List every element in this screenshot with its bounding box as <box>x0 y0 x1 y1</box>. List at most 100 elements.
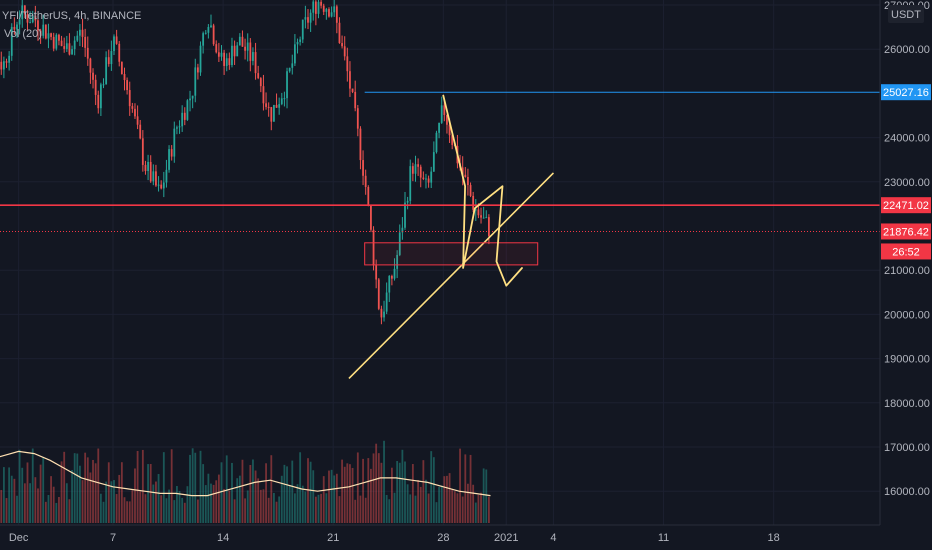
volume-bar <box>149 464 152 523</box>
candle-body <box>422 177 425 179</box>
volume-bar <box>398 462 401 523</box>
candle-body <box>68 43 71 55</box>
price-level-lines <box>0 91 880 232</box>
volume-bar <box>42 457 45 523</box>
volume-bar <box>228 490 231 523</box>
candle-body <box>107 57 110 65</box>
candle-body <box>115 36 118 44</box>
volume-bar <box>223 488 226 523</box>
volume-bar <box>286 466 288 523</box>
volume-bar <box>440 485 443 523</box>
candle-body <box>432 152 435 172</box>
price-tags: 25027.16 22471.02 21876.42 26:52 <box>881 84 931 260</box>
volume-bar <box>194 452 197 523</box>
volume-bar <box>241 459 244 523</box>
candle-body <box>343 46 346 57</box>
volume-bar <box>84 452 87 523</box>
candle-body <box>144 164 147 172</box>
y-tick-label: 16000.00 <box>884 486 930 498</box>
volume-bar <box>362 458 364 523</box>
candle-body <box>113 36 115 52</box>
volume-bar <box>0 490 3 523</box>
volume-bar <box>99 493 102 523</box>
x-axis-ticks: Dec 7 14 21 28 2021 4 11 18 <box>9 532 780 544</box>
candle-body <box>312 1 315 13</box>
candle-body <box>207 27 210 33</box>
time-scale[interactable] <box>0 525 932 550</box>
volume-bar <box>325 493 328 523</box>
volume-bar <box>13 478 16 523</box>
volume-bar <box>196 499 199 523</box>
volume-bar <box>472 484 475 523</box>
candle-body <box>173 128 176 157</box>
candle-body <box>13 26 16 30</box>
volume-bar <box>39 464 42 523</box>
volume-bar <box>390 467 393 523</box>
candle-body <box>252 52 254 61</box>
volume-bar <box>207 473 210 523</box>
candle-body <box>191 95 194 99</box>
volume-bar <box>422 460 425 523</box>
candle-body <box>485 217 488 219</box>
candle-body <box>16 24 18 30</box>
candle-body <box>317 1 320 14</box>
volume-bar <box>181 497 184 523</box>
volume-bar <box>309 461 312 523</box>
x-tick-label: 21 <box>327 532 339 544</box>
volume-bar <box>29 483 32 523</box>
candle-body <box>241 36 244 47</box>
candle-body <box>31 15 34 23</box>
candle-body <box>328 9 330 17</box>
candle-body <box>236 45 239 57</box>
volume-bar <box>280 475 283 523</box>
candle-body <box>73 40 76 50</box>
volume-bar <box>299 452 302 523</box>
candle-body <box>419 166 422 178</box>
drawings[interactable] <box>348 94 555 380</box>
volume-bar <box>215 480 218 523</box>
candle-body <box>76 35 79 41</box>
volume-bar <box>320 493 323 523</box>
volume-bar <box>102 501 105 523</box>
volume-bar <box>453 491 456 523</box>
volume-bar <box>296 484 299 523</box>
volume-bar <box>432 457 435 523</box>
zone-rectangle <box>364 242 539 266</box>
volume-bar <box>113 480 115 523</box>
currency-badge[interactable] <box>888 5 924 23</box>
candle-body <box>10 26 13 56</box>
volume-bar <box>396 461 399 523</box>
candle-body <box>301 19 304 40</box>
candle-body <box>396 254 399 269</box>
y-tick-label: 17000.00 <box>884 442 930 454</box>
candle-body <box>438 122 440 133</box>
volume-bar <box>52 486 55 523</box>
candle-body <box>388 275 391 293</box>
volume-bar <box>118 474 121 523</box>
volume-bar <box>474 502 477 523</box>
price-tag-label: 25027.16 <box>883 87 929 99</box>
candle-body <box>123 73 126 81</box>
volume-bar <box>435 502 438 523</box>
volume-bar <box>170 449 173 523</box>
candle-body <box>147 161 149 172</box>
volume-bar <box>160 495 163 523</box>
volume-bar <box>304 491 307 523</box>
price-tag <box>881 197 931 214</box>
volume-bar <box>186 486 189 523</box>
volume-bar <box>351 467 354 523</box>
volume-bar <box>202 464 205 523</box>
volume-bar <box>26 462 29 523</box>
volume-bar <box>270 455 273 523</box>
y-tick-label: 26000.00 <box>884 44 930 56</box>
candle-body <box>157 184 160 186</box>
candle-body <box>162 182 165 189</box>
volume-bar <box>333 475 336 523</box>
volume-bar <box>220 462 223 523</box>
candle-body <box>215 44 218 53</box>
volume-bar <box>73 453 76 523</box>
volume-bar <box>367 458 370 523</box>
volume-bar <box>233 499 236 523</box>
candle-body <box>194 67 197 96</box>
